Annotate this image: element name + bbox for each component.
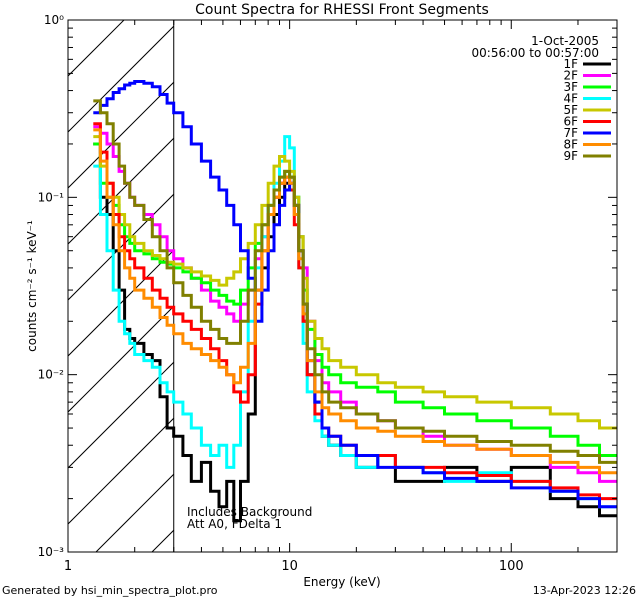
x-tick-label-100: 100 (499, 559, 524, 574)
series-lines (93, 80, 617, 523)
background-note: Includes Background (187, 505, 312, 519)
hatch-line (68, 417, 174, 525)
legend-label-7F: 7F (563, 126, 578, 140)
series-line-9F (93, 99, 617, 464)
hatch-line (68, 25, 174, 133)
legend-label-9F: 9F (563, 149, 578, 163)
legend-label-5F: 5F (563, 103, 578, 117)
hatch-line (68, 81, 174, 189)
footer-timestamp: 13-Apr-2023 12:26 (533, 584, 636, 597)
hatch-line (68, 361, 174, 469)
info-time-range: 00:56:00 to 00:57:00 (472, 46, 599, 60)
y-axis-label: counts cm⁻² s⁻¹ keV⁻¹ (25, 220, 39, 352)
y-tick-label-0.01: 10⁻² (38, 368, 65, 382)
hatch-line (68, 193, 174, 301)
legend-label-2F: 2F (563, 69, 578, 83)
footer-generated-by: Generated by hsi_min_spectra_plot.pro (2, 584, 218, 597)
info-date: 1-Oct-2005 (531, 34, 599, 48)
attenuator-note: Att A0, FDelta 1 (187, 517, 282, 531)
legend-label-8F: 8F (563, 138, 578, 152)
y-tick-label-0.001: 10⁻³ (38, 545, 65, 559)
plot-frame (67, 19, 618, 553)
x-axis-label: Energy (keV) (303, 575, 380, 589)
y-tick-label-0.1: 10⁻¹ (38, 190, 65, 204)
hatch-line (68, 249, 174, 357)
series-line-8F (93, 128, 617, 475)
legend-label-4F: 4F (563, 92, 578, 106)
x-tick-label-1: 1 (64, 559, 72, 574)
legend-label-3F: 3F (563, 80, 578, 94)
axis-ticks (67, 19, 618, 553)
series-line-5F (93, 135, 617, 430)
x-tick-label-10: 10 (281, 559, 298, 574)
legend-label-6F: 6F (563, 115, 578, 129)
legend-label-1F: 1F (563, 57, 578, 71)
hatched-region (68, 20, 174, 552)
y-tick-label-1: 10⁰ (44, 13, 64, 27)
chart-title: Count Spectra for RHESSI Front Segments (195, 2, 489, 18)
